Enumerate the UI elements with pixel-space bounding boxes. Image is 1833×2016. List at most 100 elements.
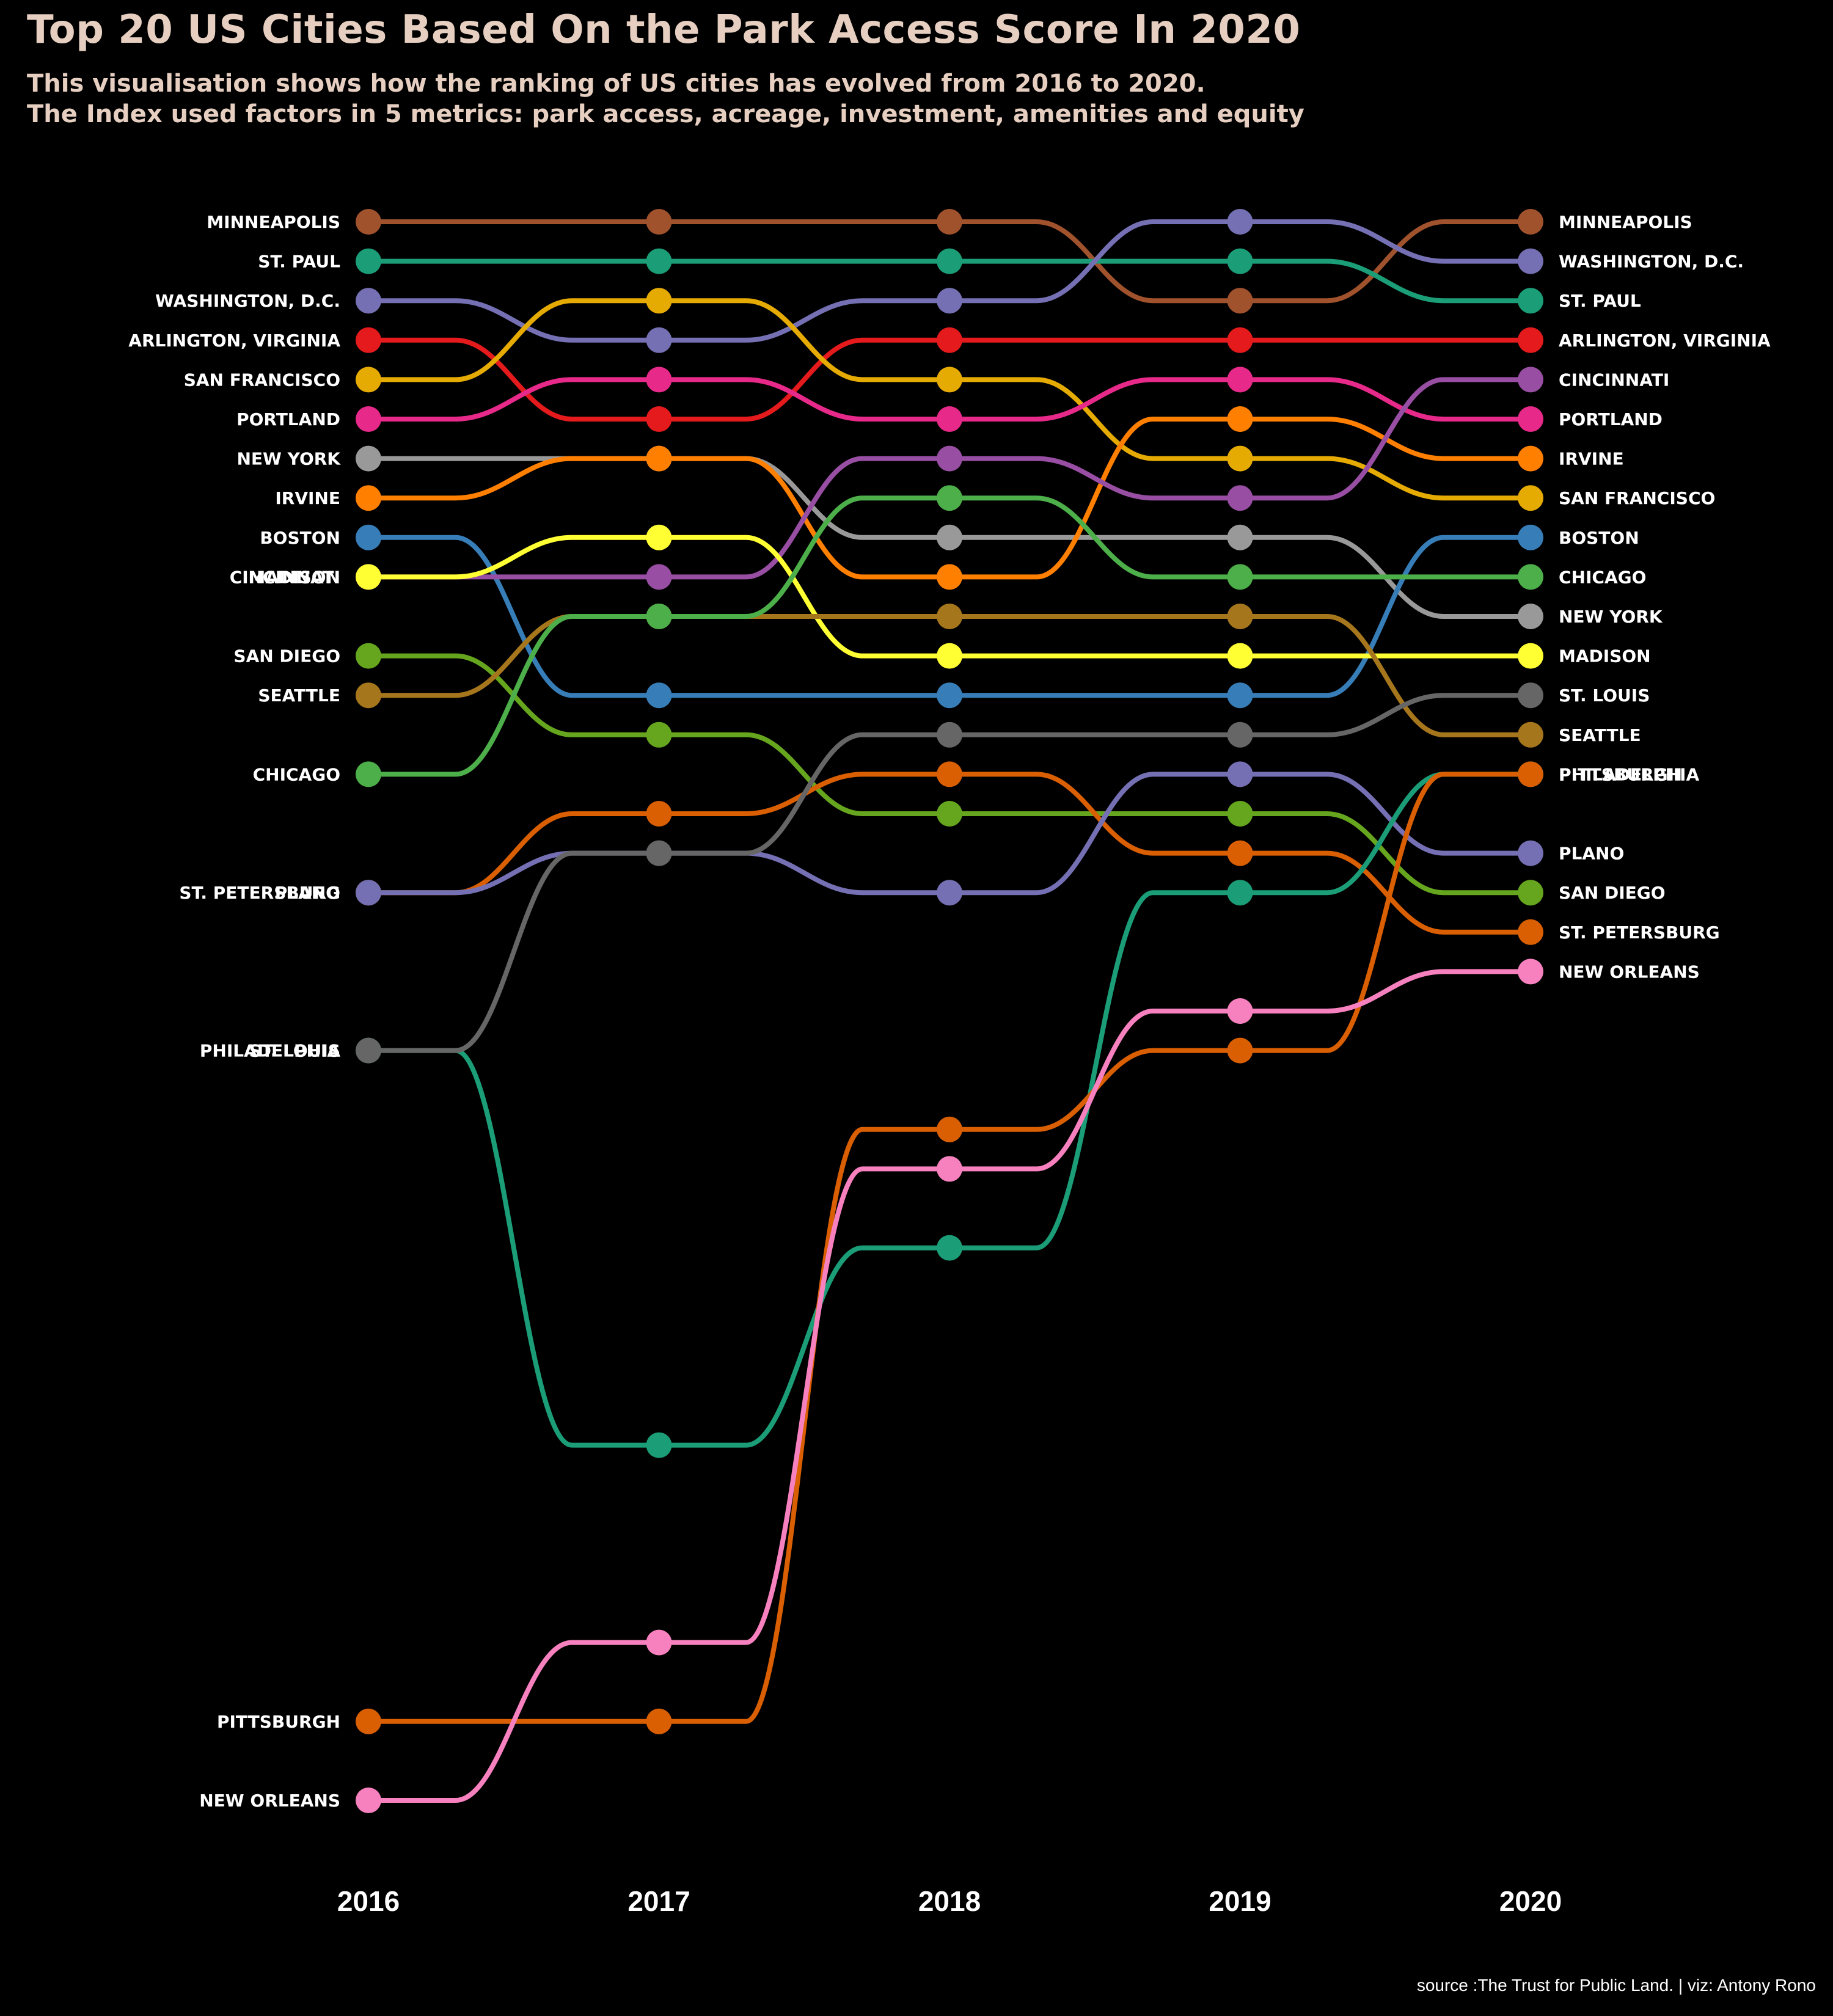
- point-seattle-2019: [1227, 604, 1253, 629]
- point-madison-2018: [937, 643, 962, 669]
- point-st-louis-2018: [937, 721, 962, 748]
- series-line-philadelphia: [368, 772, 1531, 1448]
- right-label-arlington-virginia: ARLINGTON, VIRGINIA: [1559, 331, 1771, 351]
- point-portland-2020: [1518, 406, 1543, 432]
- left-label-st-louis: ST. LOUIS: [249, 1041, 340, 1061]
- point-seattle-2020: [1518, 721, 1543, 748]
- point-madison-2019: [1227, 643, 1253, 669]
- point-minneapolis-2020: [1518, 209, 1543, 235]
- x-tick-label-2019: 2019: [1209, 1885, 1271, 1917]
- point-minneapolis-2018: [937, 209, 962, 235]
- point-st-louis-2017: [646, 840, 672, 866]
- point-pittsburgh-2020: [1518, 761, 1543, 787]
- right-label-minneapolis: MINNEAPOLIS: [1559, 212, 1692, 232]
- point-cincinnati-2019: [1227, 485, 1253, 511]
- point-minneapolis-2017: [646, 209, 672, 235]
- series-line-san-diego: [368, 653, 1531, 896]
- point-philadelphia-2017: [646, 1432, 672, 1458]
- point-portland-2017: [646, 367, 672, 393]
- point-boston-2016: [356, 524, 381, 550]
- series-line-plano: [368, 772, 1531, 896]
- point-new-orleans-2018: [937, 1156, 962, 1182]
- series-line-pittsburgh: [368, 772, 1531, 1724]
- series-line-st-louis: [368, 693, 1531, 1053]
- point-chicago-2020: [1518, 564, 1543, 590]
- point-plano-2020: [1518, 840, 1543, 866]
- point-san-diego-2019: [1227, 801, 1253, 827]
- point-minneapolis-2019: [1227, 288, 1253, 314]
- point-pittsburgh-2017: [646, 1708, 672, 1734]
- point-washington-d-c-2020: [1518, 248, 1543, 274]
- point-st-paul-2016: [356, 248, 381, 274]
- point-boston-2018: [937, 682, 962, 709]
- point-new-york-2020: [1518, 604, 1543, 629]
- left-label-madison: MADISON: [248, 567, 340, 587]
- point-plano-2016: [356, 880, 381, 906]
- point-philadelphia-2018: [937, 1235, 962, 1261]
- point-new-york-2019: [1227, 524, 1253, 550]
- point-new-york-2018: [937, 524, 962, 550]
- point-arlington-virginia-2016: [356, 327, 381, 353]
- point-st-paul-2020: [1518, 288, 1543, 314]
- point-philadelphia-2019: [1227, 880, 1253, 906]
- left-label-san-francisco: SAN FRANCISCO: [184, 370, 340, 390]
- point-chicago-2018: [937, 485, 962, 511]
- point-chicago-2019: [1227, 564, 1253, 590]
- subtitle-line-1: This visualisation shows how the ranking…: [27, 70, 1206, 98]
- point-portland-2019: [1227, 367, 1253, 393]
- point-san-francisco-2017: [646, 288, 672, 314]
- point-san-francisco-2016: [356, 367, 381, 393]
- right-labels: MINNEAPOLIS ST. PAUL WASHINGTON, D.C. ARLIN…: [1559, 212, 1771, 982]
- point-madison-2017: [646, 524, 672, 550]
- point-seattle-2018: [937, 604, 962, 629]
- left-labels: MINNEAPOLIS ST. PAUL WASHINGTON, D.C. ARLIN…: [128, 212, 341, 1811]
- left-label-philadelphia: PHILADELPHIA: [200, 1041, 340, 1061]
- series-line-new-orleans: [368, 969, 1531, 1803]
- point-st-petersburg-2020: [1518, 919, 1543, 945]
- point-arlington-virginia-2018: [937, 327, 962, 353]
- point-washington-d-c-2019: [1227, 209, 1253, 235]
- chart-title: Top 20 US Cities Based On the Park Acces…: [27, 7, 1301, 53]
- right-label-washington-d-c: WASHINGTON, D.C.: [1559, 252, 1744, 272]
- point-new-orleans-2019: [1227, 998, 1253, 1024]
- right-label-san-diego: SAN DIEGO: [1559, 883, 1666, 903]
- point-portland-2016: [356, 406, 381, 432]
- point-new-york-2016: [356, 445, 381, 472]
- point-arlington-virginia-2019: [1227, 327, 1253, 353]
- point-irvine-2018: [937, 564, 962, 590]
- point-st-louis-2019: [1227, 721, 1253, 748]
- point-san-diego-2017: [646, 721, 672, 748]
- point-st-paul-2018: [937, 248, 962, 274]
- point-irvine-2019: [1227, 406, 1253, 432]
- left-label-new-orleans: NEW ORLEANS: [199, 1791, 340, 1811]
- series-line-irvine: [368, 417, 1531, 580]
- point-san-francisco-2019: [1227, 445, 1253, 472]
- right-label-pittsburgh: PITTSBURGH: [1559, 764, 1682, 784]
- right-label-portland: PORTLAND: [1559, 409, 1663, 429]
- point-madison-2020: [1518, 643, 1543, 669]
- point-san-diego-2018: [937, 801, 962, 827]
- point-irvine-2020: [1518, 445, 1543, 472]
- left-label-irvine: IRVINE: [275, 488, 340, 508]
- point-cincinnati-2017: [646, 564, 672, 590]
- right-label-plano: PLANO: [1559, 844, 1624, 864]
- left-label-new-york: NEW YORK: [236, 449, 341, 469]
- point-arlington-virginia-2017: [646, 406, 672, 432]
- point-cincinnati-2020: [1518, 367, 1543, 393]
- left-label-pittsburgh: PITTSBURGH: [217, 1712, 340, 1732]
- point-irvine-2017: [646, 445, 672, 472]
- series-line-st-paul: [368, 258, 1531, 304]
- subtitle-line-2: The Index used factors in 5 metrics: par…: [27, 100, 1304, 128]
- point-washington-d-c-2017: [646, 327, 672, 353]
- left-label-chicago: CHICAGO: [253, 764, 340, 784]
- point-st-paul-2017: [646, 248, 672, 274]
- x-tick-label-2016: 2016: [337, 1885, 400, 1917]
- x-tick-label-2017: 2017: [627, 1885, 690, 1917]
- x-tick-label-2018: 2018: [918, 1885, 981, 1917]
- right-label-chicago: CHICAGO: [1559, 567, 1646, 587]
- right-label-philadelphia: PHILADELPHIA: [1559, 764, 1699, 784]
- right-label-irvine: IRVINE: [1559, 449, 1624, 469]
- point-portland-2018: [937, 406, 962, 432]
- right-label-new-york: NEW YORK: [1559, 607, 1663, 627]
